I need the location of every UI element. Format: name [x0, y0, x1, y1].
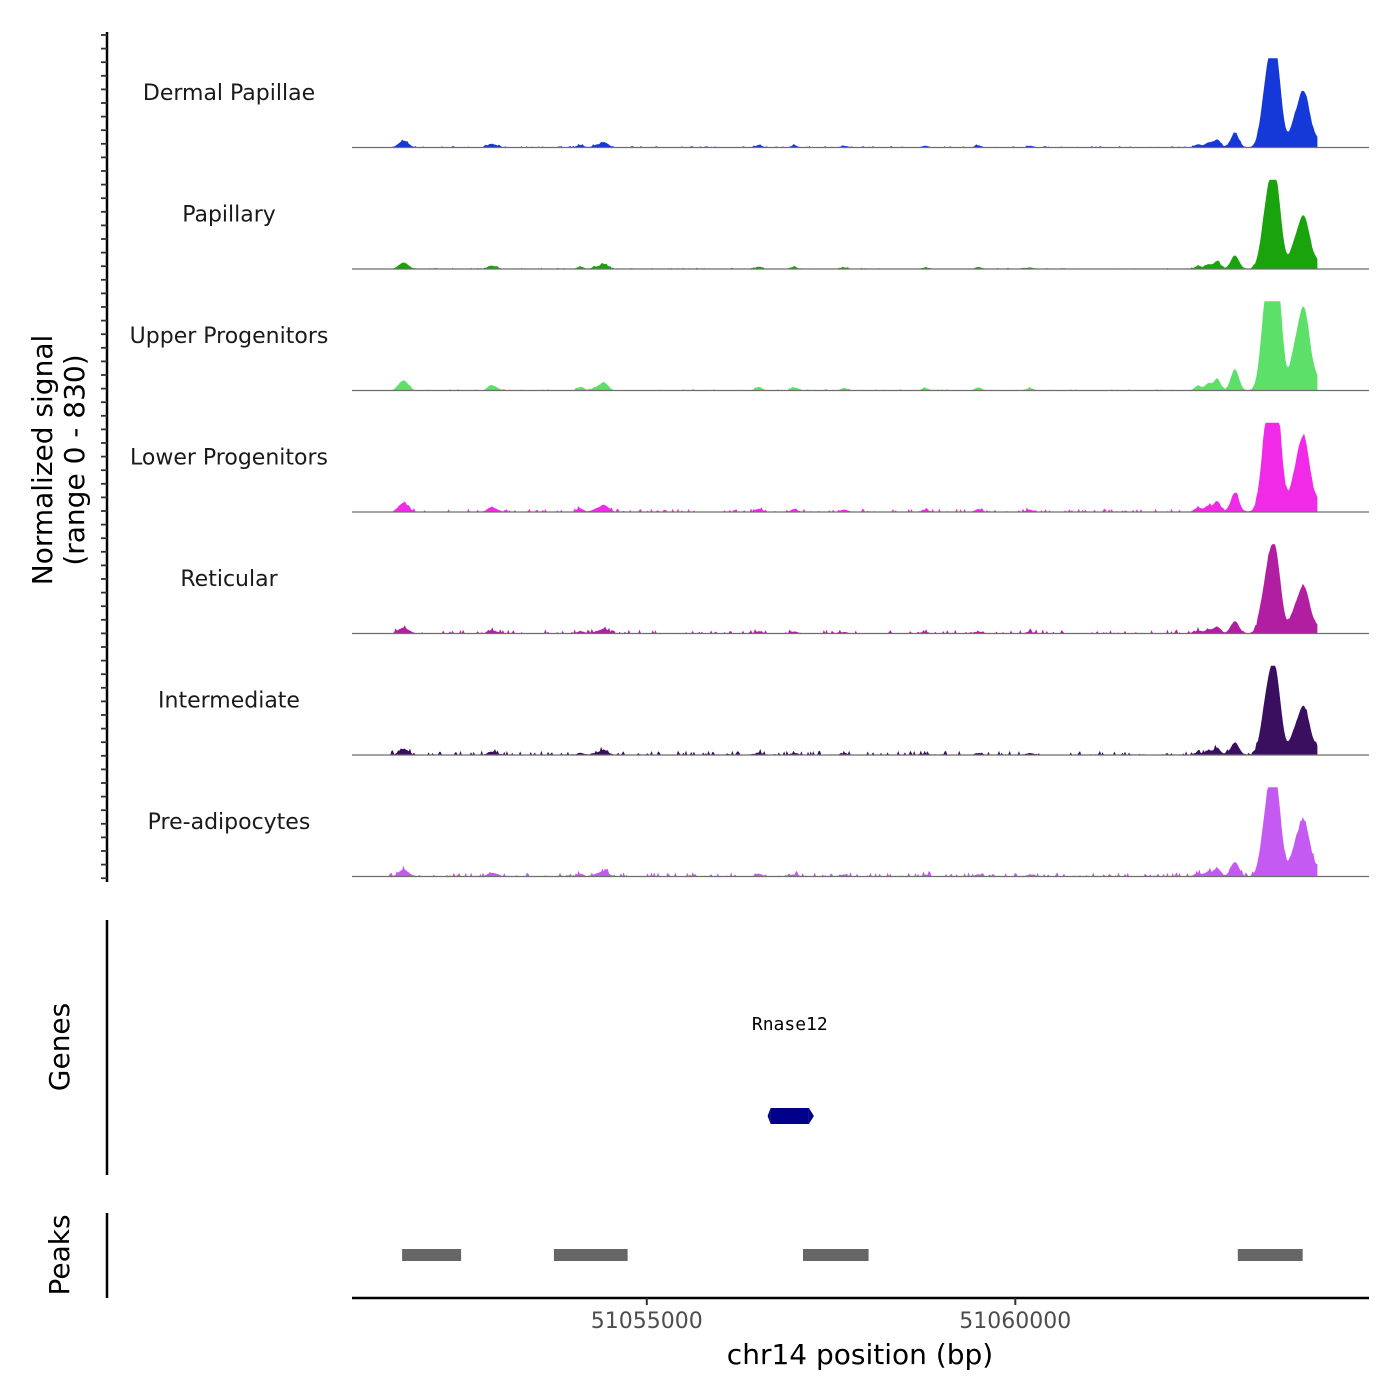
x-axis-title: chr14 position (bp)	[727, 1338, 993, 1371]
track-label: Intermediate	[158, 689, 300, 714]
track-label: Reticular	[180, 567, 278, 592]
track-label: Dermal Papillae	[143, 81, 315, 106]
gene-strand-marker	[767, 1108, 814, 1124]
coverage-area	[388, 301, 1318, 391]
peak-region	[553, 1249, 628, 1261]
peaks-axis-title: Peaks	[43, 1214, 76, 1295]
coverage-area	[388, 787, 1318, 877]
coverage-track: Papillary	[182, 179, 1369, 270]
track-label: Pre-adipocytes	[148, 810, 311, 835]
peaks-panel: Peaks	[43, 1213, 1303, 1298]
peak-region	[402, 1249, 462, 1261]
coverage-area	[388, 544, 1318, 634]
y-axis-title-line1: Normalized signal	[26, 335, 59, 586]
gene-label: Rnase12	[752, 1014, 828, 1035]
coverage-track: Upper Progenitors	[130, 301, 1369, 392]
track-label: Lower Progenitors	[130, 446, 328, 471]
coverage-track: Intermediate	[158, 665, 1369, 756]
genes-panel: Genes Rnase12	[43, 920, 828, 1175]
x-axis: 51055000 51060000 chr14 position (bp)	[352, 1296, 1369, 1371]
x-tick-label: 51055000	[591, 1309, 703, 1334]
coverage-track: Pre-adipocytes	[148, 787, 1369, 878]
track-label: Papillary	[182, 203, 276, 228]
coverage-y-axis	[101, 32, 109, 882]
peak-region	[803, 1249, 869, 1261]
coverage-track: Lower Progenitors	[130, 422, 1369, 513]
coverage-area	[388, 58, 1318, 148]
coverage-area	[388, 179, 1318, 269]
x-tick-label: 51060000	[959, 1309, 1071, 1334]
coverage-area	[388, 665, 1318, 755]
y-axis-title-line2: (range 0 - 830)	[58, 354, 91, 565]
coverage-track: Reticular	[180, 544, 1369, 635]
coverage-track: Dermal Papillae	[143, 58, 1369, 149]
genes-axis-title: Genes	[43, 1003, 76, 1091]
coverage-area	[388, 422, 1318, 512]
gene-body	[770, 1108, 809, 1124]
track-label: Upper Progenitors	[130, 324, 329, 349]
coverage-tracks: Dermal Papillae Papillary Upper Progenitor…	[130, 58, 1369, 878]
peak-region	[1237, 1249, 1303, 1261]
